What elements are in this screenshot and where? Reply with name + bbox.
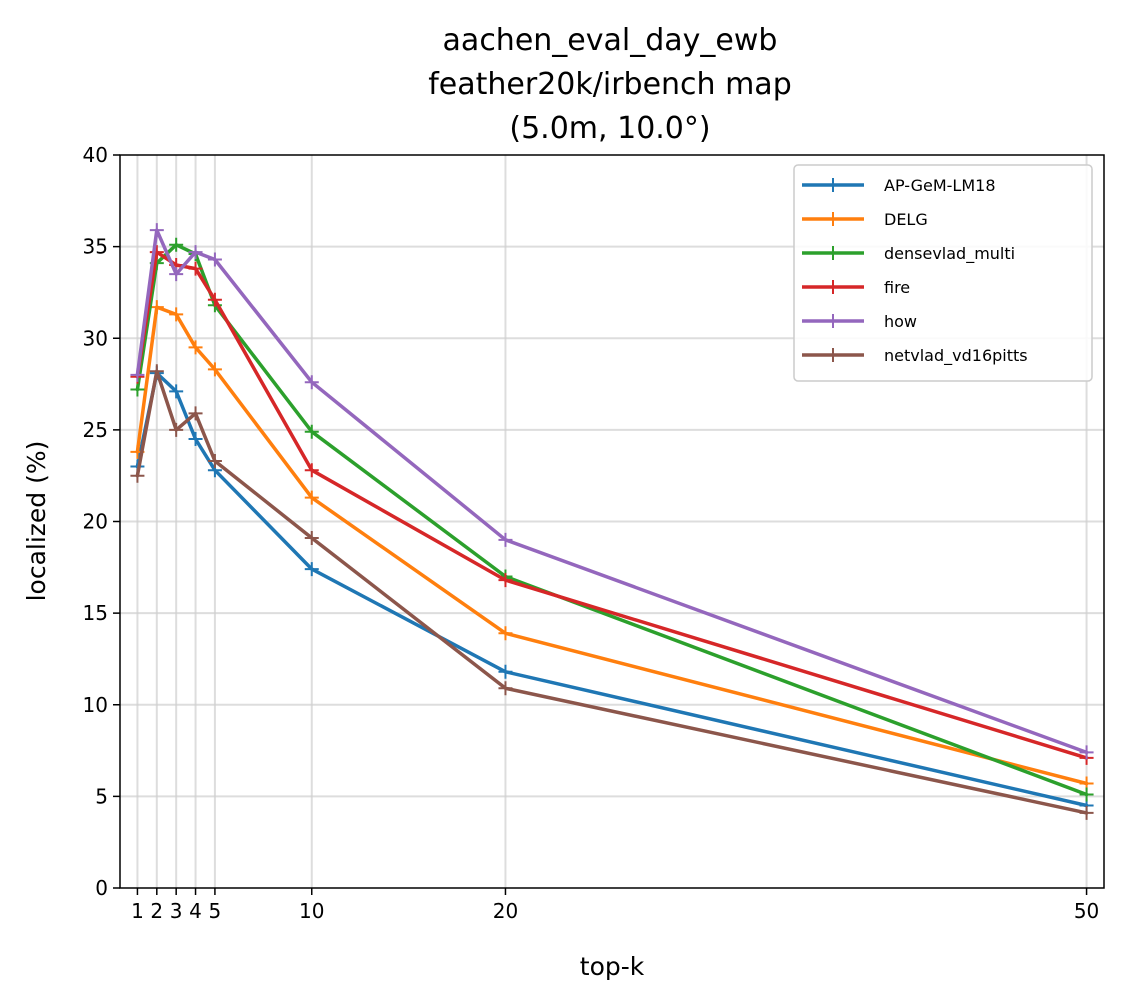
- x-tick-label-5: 5: [209, 899, 222, 923]
- data-point-how-1: [130, 367, 145, 382]
- data-point-netvlad-vd16pitts-2: [149, 364, 164, 379]
- legend-label-ap-gem-lm18: AP-GeM-LM18: [884, 176, 996, 195]
- data-point-how-4: [188, 245, 203, 260]
- legend-label-delg: DELG: [884, 210, 928, 229]
- legend-marker-how: [826, 314, 840, 328]
- data-point-how-50: [1079, 745, 1094, 760]
- legend-item-ap-gem-lm18: AP-GeM-LM18: [802, 176, 996, 195]
- chart-title: aachen_eval_day_ewb feather20k/irbench m…: [428, 23, 792, 146]
- x-axis-ticks: 1 2 3 4 5 10 20 50: [131, 888, 1099, 923]
- data-point-netvlad-vd16pitts-20: [498, 681, 513, 696]
- data-point-ap-gem-lm18-4: [188, 432, 203, 447]
- y-tick-label-5: 5: [95, 784, 108, 808]
- data-point-how-20: [498, 532, 513, 547]
- series-line-how: [135, 228, 1089, 755]
- data-point-how-5: [207, 252, 222, 267]
- legend-marker-densevlad-multi: [826, 246, 840, 260]
- y-tick-label-20: 20: [83, 510, 108, 534]
- series-line-densevlad-multi: [135, 243, 1089, 797]
- data-point-netvlad-vd16pitts-50: [1079, 805, 1094, 820]
- chart-title-line-2: feather20k/irbench map: [428, 67, 792, 102]
- data-point-netvlad-vd16pitts-1: [130, 468, 145, 483]
- chart-title-line-3: (5.0m, 10.0°): [509, 111, 710, 146]
- data-point-ap-gem-lm18-20: [498, 664, 513, 679]
- y-axis-label: localized (%): [22, 441, 51, 602]
- legend-item-how: how: [802, 312, 917, 331]
- series-ap-gem-lm18: [130, 366, 1094, 813]
- x-tick-label-2: 2: [150, 899, 163, 923]
- data-point-densevlad-multi-3: [169, 237, 184, 252]
- series-how: [130, 223, 1094, 760]
- data-point-netvlad-vd16pitts-10: [304, 530, 319, 545]
- data-point-delg-10: [304, 490, 319, 505]
- data-point-ap-gem-lm18-10: [304, 562, 319, 577]
- data-point-how-3: [169, 267, 184, 282]
- data-point-fire-5: [207, 292, 222, 307]
- y-tick-label-10: 10: [83, 693, 108, 717]
- x-tick-label-10: 10: [299, 899, 324, 923]
- legend-label-densevlad-multi: densevlad_multi: [884, 244, 1015, 264]
- legend-label-fire: fire: [884, 278, 910, 297]
- y-tick-label-35: 35: [83, 235, 108, 259]
- x-tick-label-3: 3: [170, 899, 183, 923]
- data-point-delg-2: [149, 300, 164, 315]
- series-netvlad-vd16pitts: [130, 364, 1094, 820]
- data-point-ap-gem-lm18-3: [169, 384, 184, 399]
- y-tick-label-0: 0: [95, 876, 108, 900]
- data-point-delg-20: [498, 626, 513, 641]
- data-point-netvlad-vd16pitts-3: [169, 422, 184, 437]
- legend-item-netvlad-vd16pitts: netvlad_vd16pitts: [802, 346, 1028, 366]
- data-point-how-2: [149, 223, 164, 238]
- y-tick-label-15: 15: [83, 601, 108, 625]
- data-point-netvlad-vd16pitts-4: [188, 406, 203, 421]
- legend-item-densevlad-multi: densevlad_multi: [802, 244, 1015, 264]
- legend-box: [793, 164, 1093, 382]
- data-point-densevlad-multi-50: [1079, 787, 1094, 802]
- legend-marker-delg: [826, 212, 840, 226]
- data-point-delg-3: [169, 307, 184, 322]
- legend-label-how: how: [884, 312, 917, 331]
- y-tick-label-25: 25: [83, 418, 108, 442]
- legend-item-delg: DELG: [802, 210, 928, 229]
- legend-marker-ap-gem-lm18: [826, 178, 840, 192]
- legend-marker-fire: [826, 280, 840, 294]
- data-point-netvlad-vd16pitts-5: [207, 454, 222, 469]
- legend-item-fire: fire: [802, 278, 910, 297]
- y-tick-label-40: 40: [83, 143, 108, 167]
- x-axis-label: top-k: [580, 952, 645, 981]
- data-point-delg-4: [188, 340, 203, 355]
- x-tick-label-4: 4: [189, 899, 202, 923]
- x-tick-label-1: 1: [131, 899, 144, 923]
- data-point-densevlad-multi-10: [304, 424, 319, 439]
- data-point-fire-4: [188, 261, 203, 276]
- series-densevlad-multi: [130, 237, 1094, 802]
- series-line-netvlad-vd16pitts: [135, 369, 1089, 815]
- y-axis-ticks: 0 5 10 15 20 25 30 35 40: [83, 143, 120, 900]
- series-lines: [130, 223, 1094, 820]
- legend-label-netvlad-vd16pitts: netvlad_vd16pitts: [884, 346, 1028, 366]
- chart-title-line-1: aachen_eval_day_ewb: [443, 23, 778, 58]
- series-delg: [130, 300, 1094, 791]
- legend-marker-netvlad-vd16pitts: [826, 348, 840, 362]
- data-point-delg-5: [207, 362, 222, 377]
- x-tick-label-50: 50: [1074, 899, 1099, 923]
- data-point-fire-20: [498, 573, 513, 588]
- series-line-delg: [135, 305, 1089, 786]
- series-line-fire: [135, 250, 1089, 760]
- x-tick-label-20: 20: [493, 899, 518, 923]
- data-point-how-10: [304, 375, 319, 390]
- data-point-densevlad-multi-1: [130, 382, 145, 397]
- y-tick-label-30: 30: [83, 326, 108, 350]
- data-point-fire-10: [304, 463, 319, 478]
